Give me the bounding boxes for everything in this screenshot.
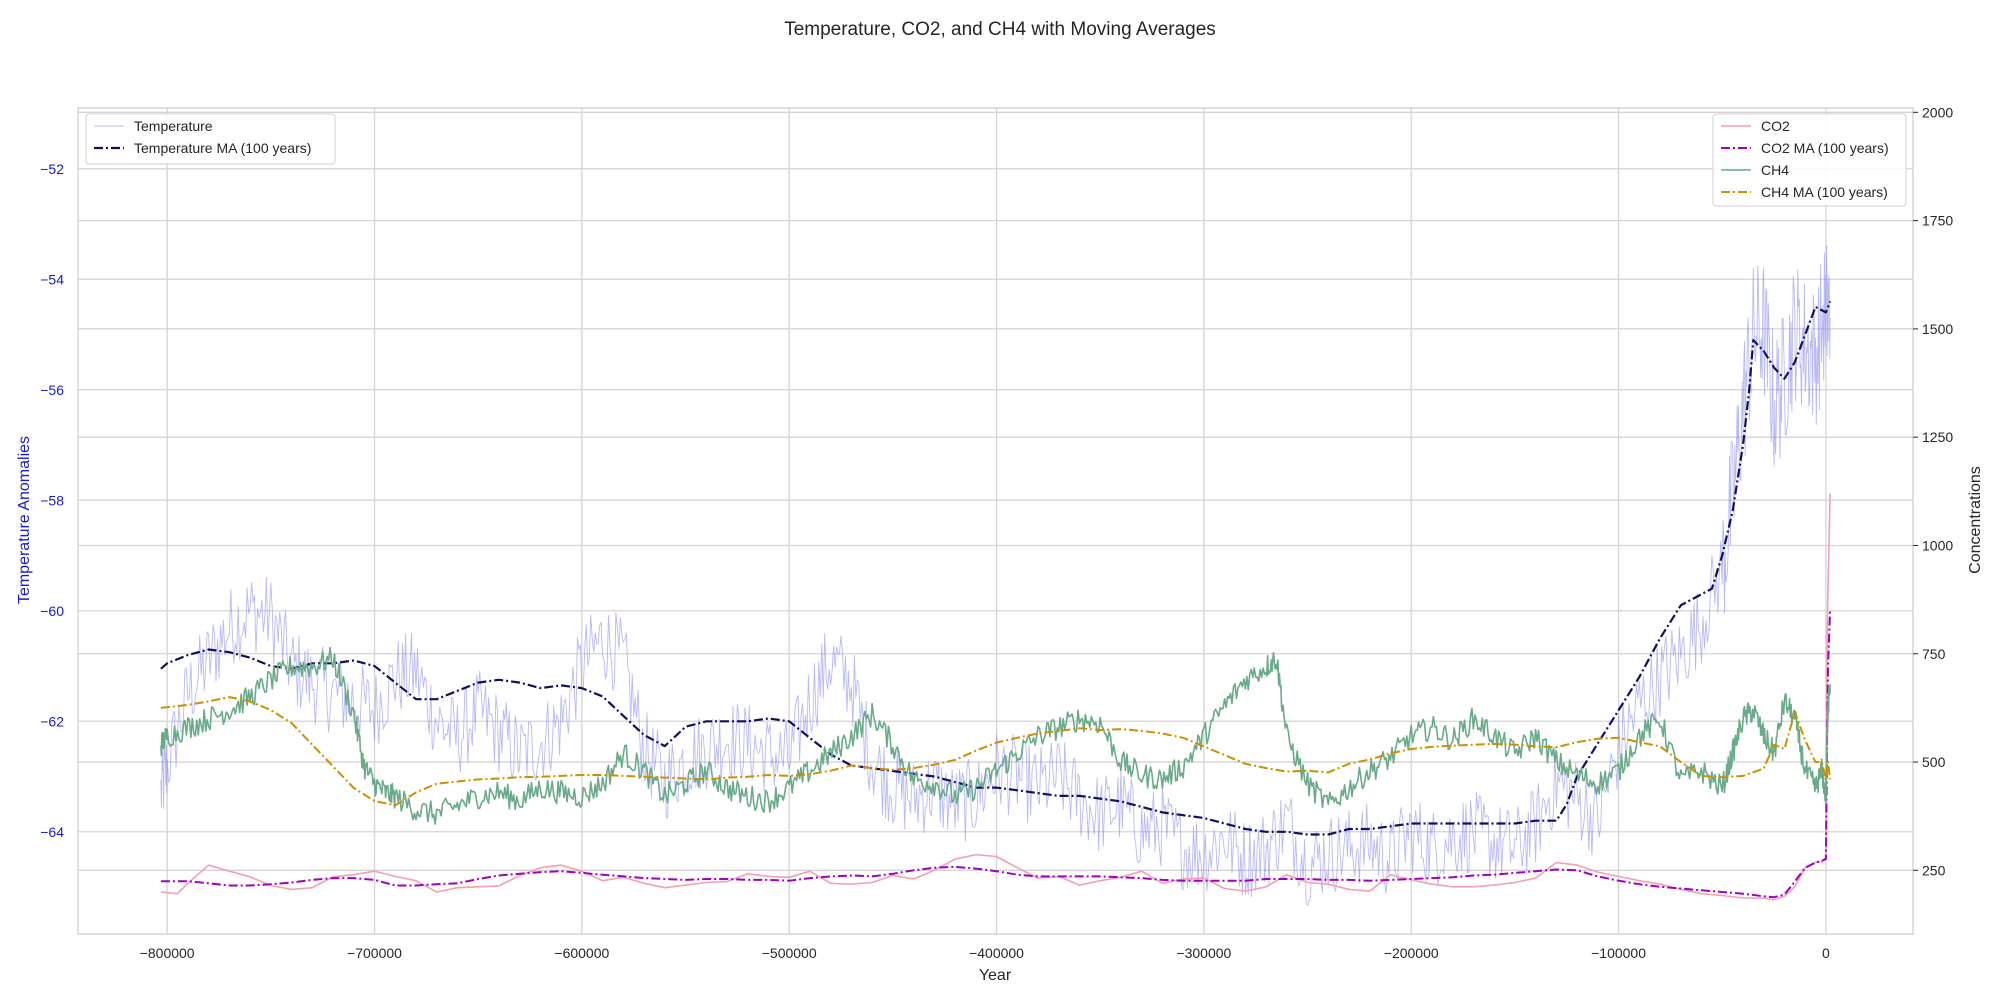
x-axis-ticks: −800000 −700000 −600000 −500000 −400000 −3000… [140, 945, 1830, 961]
x-tick-label: −100000 [1591, 945, 1646, 961]
chart-title: Temperature, CO2, and CH4 with Moving Av… [784, 19, 1216, 40]
y-right-tick-label: 1250 [1922, 429, 1953, 445]
y-left-tick-label: −64 [40, 824, 64, 840]
y-left-axis-label: Temperature Anomalies [16, 436, 33, 604]
y-left-tick-label: −60 [40, 603, 64, 619]
x-tick-label: −800000 [140, 945, 195, 961]
x-tick-label: 0 [1822, 945, 1830, 961]
y-right-tick-label: 250 [1922, 862, 1946, 878]
legend-label-co2: CO2 [1761, 118, 1790, 134]
x-tick-label: −500000 [762, 945, 817, 961]
plot-frame [77, 107, 1914, 935]
y-left-tick-label: −58 [40, 492, 64, 508]
x-tick-label: −200000 [1384, 945, 1439, 961]
x-axis-label: Year [979, 967, 1012, 984]
y-right-tick-label: 500 [1922, 754, 1946, 770]
legend-label-co2-ma: CO2 MA (100 years) [1761, 140, 1889, 156]
y-right-tick-label: 1500 [1922, 321, 1953, 337]
series-line-co2-ma-100-years [160, 610, 1832, 899]
y-left-axis-ticks: −52 −54 −56 −58 −60 −62 −64 [40, 161, 64, 840]
legend-left-box [85, 113, 336, 165]
legend-label-ch4: CH4 [1761, 162, 1789, 178]
y-right-tick-label: 1750 [1922, 213, 1953, 229]
x-tick-label: −600000 [554, 945, 609, 961]
y-left-tick-label: −62 [40, 713, 64, 729]
y-left-tick-label: −56 [40, 382, 64, 398]
x-tick-label: −400000 [969, 945, 1024, 961]
legend-label-temperature: Temperature [134, 118, 213, 134]
y-right-tick-label: 1000 [1922, 537, 1953, 553]
legend-label-ch4-ma: CH4 MA (100 years) [1761, 184, 1888, 200]
y-left-tick-label: −54 [40, 271, 64, 287]
y-left-tick-label: −52 [40, 161, 64, 177]
grid [78, 108, 1913, 934]
y-right-tick-label: 750 [1922, 646, 1946, 662]
x-tick-label: −700000 [347, 945, 402, 961]
series-line-temperature-ma-100-years [160, 301, 1832, 836]
plot-lines [160, 244, 1832, 906]
legend-left: Temperature Temperature MA (100 years) [85, 113, 336, 165]
x-tick-label: −300000 [1176, 945, 1231, 961]
legend-right: CO2 CO2 MA (100 years) CH4 CH4 MA (100 y… [1712, 113, 1907, 207]
series-line-ch4 [160, 646, 1831, 825]
legend-label-temperature-ma: Temperature MA (100 years) [134, 140, 311, 156]
series-line-ch4-ma-100-years [160, 696, 1832, 807]
y-right-axis-label: Concentrations [1967, 466, 1984, 574]
legend-right-box [1712, 113, 1907, 207]
y-right-axis-ticks: 250 500 750 1000 1250 1500 1750 2000 [1913, 104, 1953, 878]
y-right-tick-label: 2000 [1922, 104, 1953, 120]
